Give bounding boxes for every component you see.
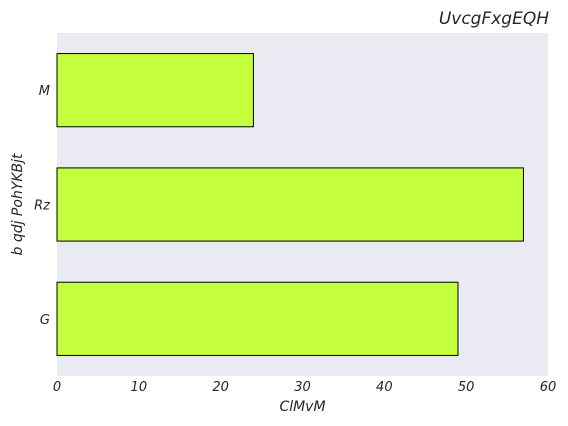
bars-group	[56, 53, 524, 356]
x-tick-label-40: 40	[376, 380, 393, 395]
x-tick-label-30: 30	[294, 380, 311, 395]
bar-m	[56, 53, 254, 128]
x-tick-label-10: 10	[131, 380, 148, 395]
chart-title: UvcgFxgEQH	[439, 9, 549, 29]
x-tick-label-50: 50	[458, 380, 475, 395]
x-tick-label-20: 20	[212, 380, 229, 395]
bar-g	[56, 281, 459, 356]
x-tick-label-0: 0	[53, 380, 61, 395]
x-tick-labels: 0 10 20 30 40 50 60	[53, 380, 556, 395]
y-tick-label-m: M	[39, 84, 50, 99]
y-tick-label-rz: Rz	[34, 199, 51, 214]
y-tick-label-g: G	[40, 313, 50, 328]
x-tick-label-60: 60	[540, 380, 557, 395]
y-axis-label: b qdj PohYKBjt	[10, 153, 26, 256]
y-tick-labels: M Rz G	[34, 84, 51, 328]
bar-rz	[56, 167, 524, 242]
x-axis-label: ClMvM	[279, 399, 325, 415]
